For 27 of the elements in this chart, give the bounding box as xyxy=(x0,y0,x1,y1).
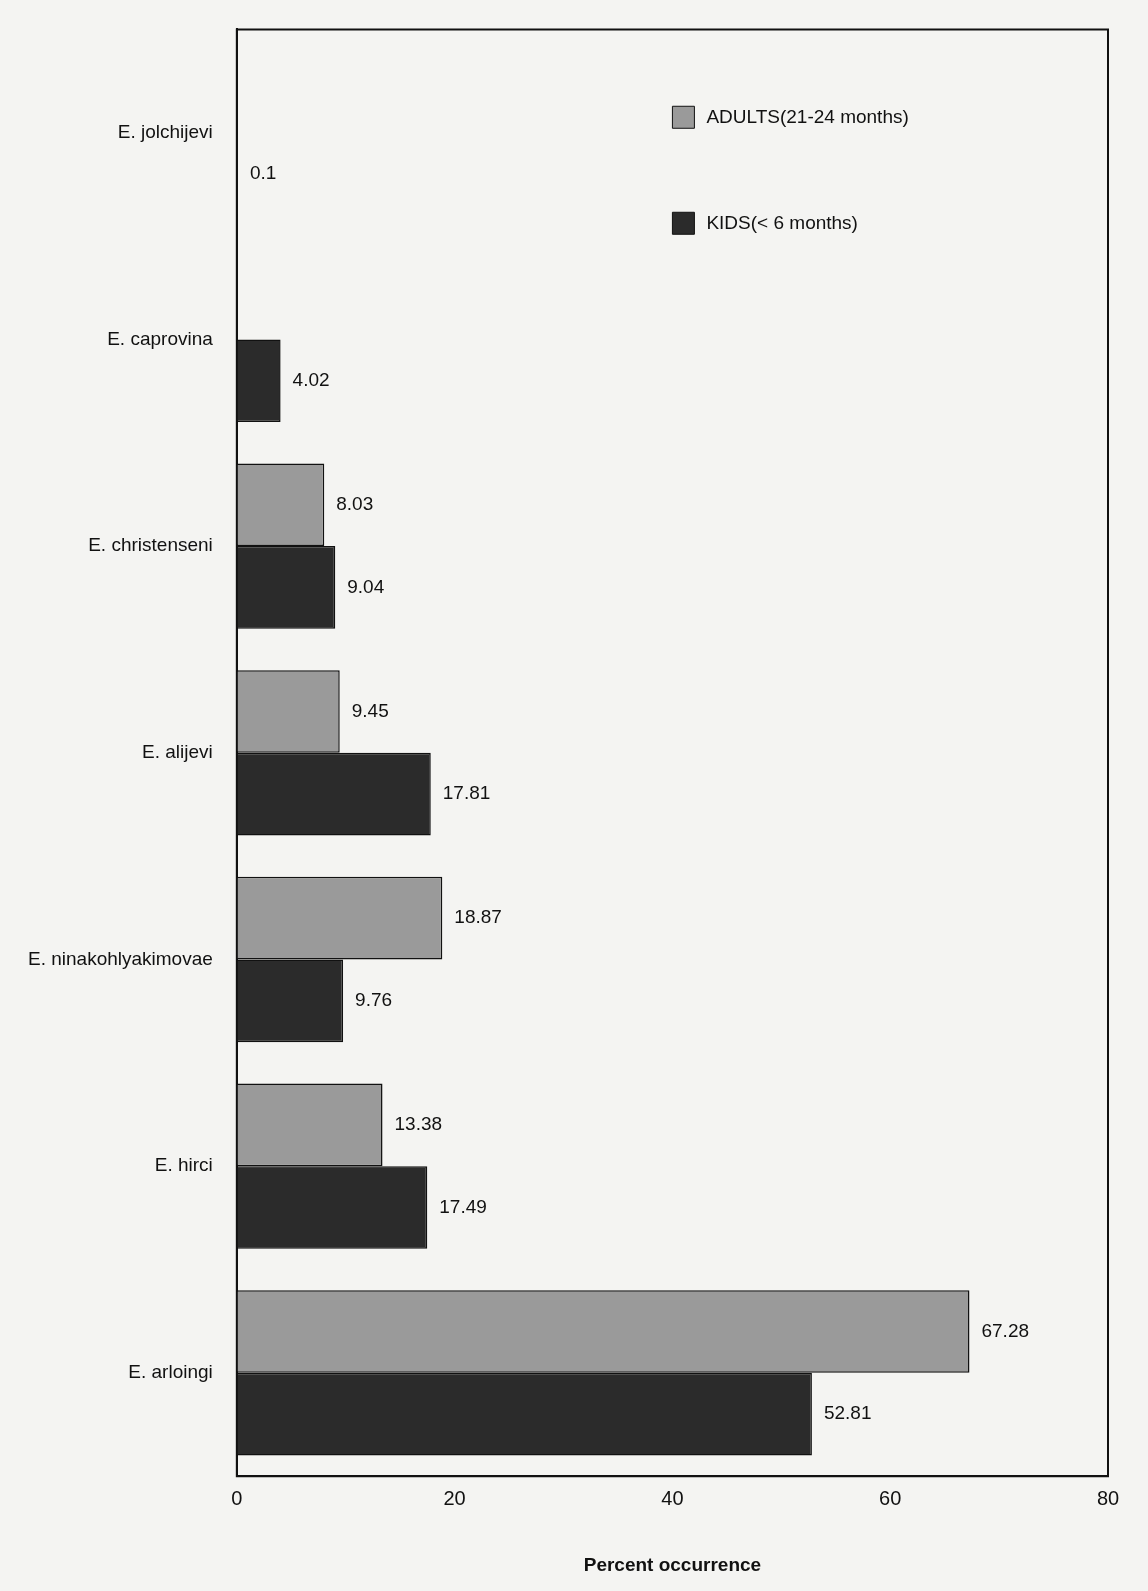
data-label: 9.04 xyxy=(347,575,385,597)
y-tick-label: E. jolchijevi xyxy=(117,120,213,142)
data-label: 13.38 xyxy=(394,1113,443,1135)
x-tick-label: 40 xyxy=(661,1486,684,1509)
y-tick-label: E. ninakohlyakimovae xyxy=(28,947,213,969)
legend-label: ADULTS(21-24 months) xyxy=(706,105,909,127)
x-tick-label: 0 xyxy=(231,1486,243,1509)
data-label: 18.87 xyxy=(454,906,502,928)
y-tick-label: E. alijevi xyxy=(142,741,213,763)
data-label: 17.81 xyxy=(442,782,491,804)
data-label: 17.49 xyxy=(439,1195,487,1217)
y-tick-label: E. arloingi xyxy=(128,1361,213,1383)
y-tick-label: E. caprovina xyxy=(107,327,214,349)
x-tick-label: 60 xyxy=(879,1486,902,1509)
x-tick-label: 80 xyxy=(1096,1486,1120,1509)
data-label: 52.81 xyxy=(823,1402,872,1424)
x-tick-label: 20 xyxy=(443,1486,466,1509)
y-tick-label: E. hirci xyxy=(154,1154,213,1176)
x-axis-title: Percent occurrence xyxy=(583,1553,762,1575)
data-label: 9.76 xyxy=(355,989,393,1011)
data-label: 4.02 xyxy=(292,369,330,390)
data-label: 0.1 xyxy=(249,162,277,184)
legend-label: KIDS(< 6 months) xyxy=(706,211,858,233)
data-label: 67.28 xyxy=(981,1319,1030,1341)
data-label: 8.03 xyxy=(336,493,374,515)
data-label: 9.45 xyxy=(351,699,389,721)
y-tick-label: E. christenseni xyxy=(88,534,213,556)
